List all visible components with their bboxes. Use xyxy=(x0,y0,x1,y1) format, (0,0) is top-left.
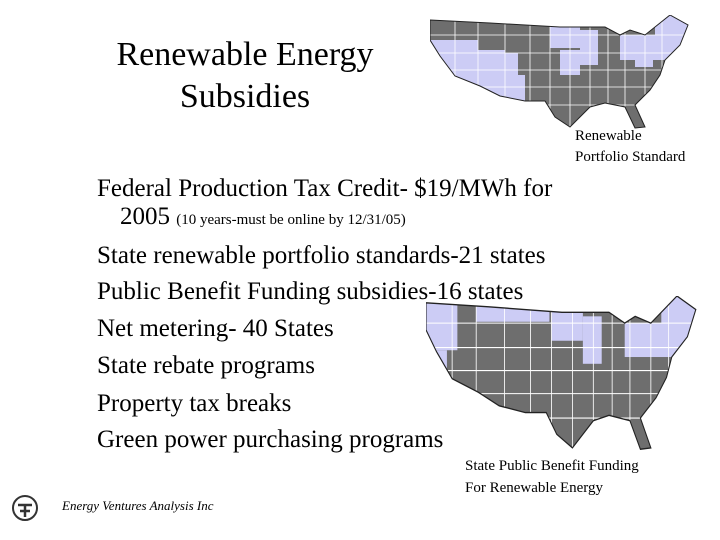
title-line: Subsidies xyxy=(179,78,311,115)
bullet-note: (10 years-must be online by 12/31/05) xyxy=(176,212,406,228)
map-caption: Renewable xyxy=(575,128,642,144)
bullet: Net metering- 40 States xyxy=(97,315,334,342)
rps-map xyxy=(430,15,689,129)
map-caption: State Public Benefit Funding xyxy=(465,458,639,474)
pbf-map xyxy=(426,296,697,450)
bullet: State rebate programs xyxy=(97,352,315,379)
map-caption: For Renewable Energy xyxy=(465,480,604,496)
map-caption: Portfolio Standard xyxy=(575,149,686,165)
bullet: Property tax breaks xyxy=(97,390,292,417)
bullet: Green power purchasing programs xyxy=(97,426,444,453)
bullet: Public Benefit Funding subsidies-16 stat… xyxy=(97,278,524,305)
logo xyxy=(12,495,38,521)
title-line: Renewable Energy xyxy=(116,36,374,73)
footer-company: Energy Ventures Analysis Inc xyxy=(62,498,214,513)
bullet: Federal Production Tax Credit- $19/MWh f… xyxy=(97,175,553,202)
bullet: State renewable portfolio standards-21 s… xyxy=(97,242,546,269)
bullet-text: 2005 xyxy=(120,203,170,230)
bullet-continuation: 2005 (10 years-must be online by 12/31/0… xyxy=(120,203,406,231)
